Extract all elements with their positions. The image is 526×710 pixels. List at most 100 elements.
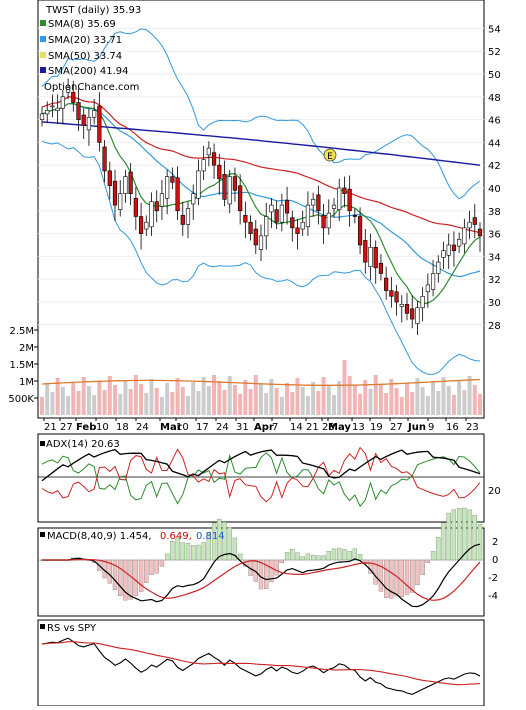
volume-bar [420,387,425,415]
macd-histogram-bar [451,509,457,561]
candle-body [112,180,118,206]
legend-swatch-sma20 [40,36,46,42]
rs-average-line [41,641,481,686]
legend-sma50: SMA(50) 33.74 [48,51,122,62]
macd-histogram-bar [373,559,378,585]
candle-body [253,228,258,246]
volume-bar [337,381,342,415]
x-axis-tick-label: Jun [407,422,426,433]
volume-bar [253,375,258,415]
macd-histogram-bar [222,521,227,561]
volume-bar [431,382,436,415]
volume-bar [436,391,441,415]
candle-body [284,200,290,214]
volume-bar [45,383,50,415]
sma200-line [41,121,481,166]
candle-body [342,187,347,194]
macd-histogram-bar [331,548,337,561]
volume-bar [186,396,190,415]
macd-signal-line [42,558,481,601]
sma50-line [41,96,481,234]
candle-body [347,188,352,212]
price-y-tick-label: 28 [488,321,501,332]
x-axis-tick-label: 27 [390,422,403,433]
volume-y-tick-label: 1.5M [9,360,34,371]
adx-minus-di-line [41,446,481,503]
candle-body [232,176,238,191]
volume-bar [243,380,248,415]
candle-body [175,177,180,212]
volume-bar [81,377,86,415]
volume-bar [378,384,383,415]
macd-histogram-bar [368,559,373,574]
volume-bar [467,376,472,415]
candle-body [55,107,60,111]
macd-histogram-bar [430,551,436,561]
volume-bar [285,383,290,415]
macd-histogram-bar [279,559,285,564]
candle-body [65,87,71,93]
macd-histogram-bar [410,559,415,593]
candle-body [201,159,206,172]
macd-histogram-bar [425,559,431,563]
volume-bar [175,378,180,415]
macd-title: MACD(8,40,9) 1.454, [47,531,152,542]
macd-histogram-bar [149,559,154,576]
candle-body [404,303,410,314]
candle-body [477,228,483,237]
adx-swatch [40,441,45,446]
macd-histogram-bar [383,559,389,598]
volume-bar [441,377,446,415]
macd-histogram-bar [290,549,295,561]
volume-bar [165,383,170,415]
macd-histogram-bar [123,559,128,601]
macd-histogram-bar [300,556,305,561]
rs-swatch [40,624,45,629]
macd-histogram-bar [211,522,217,561]
candle-body [399,303,404,307]
price-y-tick-label: 40 [488,184,501,195]
price-y-tick-label: 46 [488,116,501,127]
macd-histogram-bar [138,559,144,592]
volume-bar [300,387,305,415]
x-axis-tick-label: 28 [322,422,335,433]
volume-bar [154,388,159,415]
candle-body [378,262,384,274]
macd-histogram-bar [128,559,133,600]
volume-bar [113,385,117,415]
macd-histogram-bar [154,559,159,574]
price-y-tick-label: 54 [488,24,501,35]
macd-histogram-bar [321,555,326,561]
candle-body [410,308,415,320]
volume-bar [462,390,467,415]
macd-histogram-bar [191,545,196,561]
volume-bar [269,379,274,415]
candle-body [357,216,363,246]
candle-body [248,221,253,234]
volume-bar [60,387,65,415]
volume-bar [248,389,253,415]
candle-body [217,164,222,180]
candle-body [389,290,394,297]
price-y-ticks: 28 30 32 34 36 38 40 42 44 46 48 50 52 54 [488,24,501,331]
candle-body [290,217,295,229]
legend-sma8: SMA(8) 35.69 [48,19,116,30]
macd-histogram-bar [378,559,384,592]
macd-histogram-bar [305,553,311,561]
volume-bar [55,378,60,415]
volume-bar [71,382,76,415]
x-axis-tick-label: 19 [370,422,383,433]
candle-body [300,221,305,230]
adx-tick-20: 20 [488,486,501,497]
volume-bar [368,389,373,415]
volume-y-ticks: 500K 1M 1.5M 2M 2.5M [8,326,38,405]
price-y-tick-label: 42 [488,161,501,172]
earnings-marker: E [323,148,337,162]
volume-bar [123,380,128,415]
volume-bar [212,375,217,415]
volume-bar [295,378,300,415]
candle-body [149,201,154,228]
candle-body [337,187,342,210]
macd-histogram-bar [477,524,483,561]
